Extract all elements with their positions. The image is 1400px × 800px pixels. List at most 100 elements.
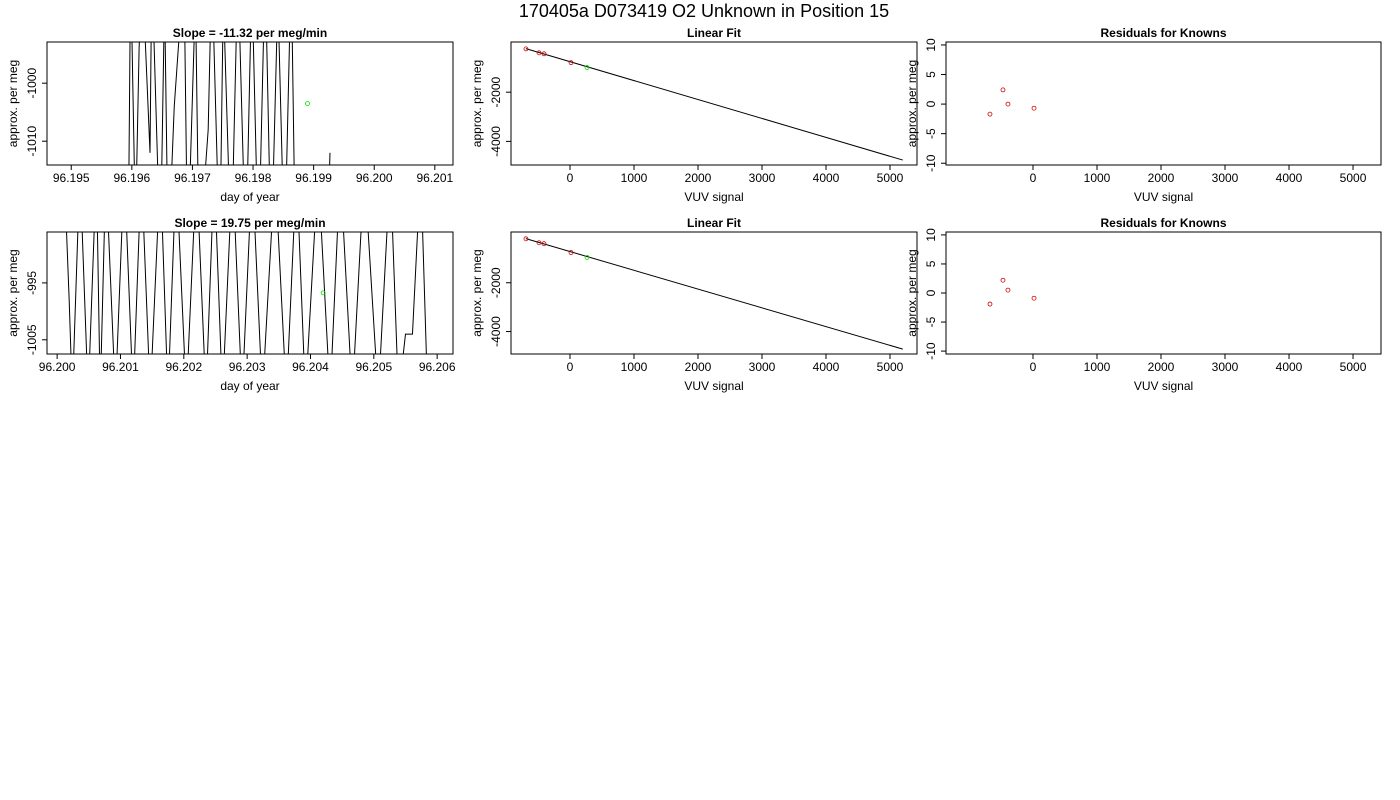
y-tick-label: -10 (924, 154, 938, 172)
panel: Linear Fit VUV signal approx. per meg 0 1000… (470, 26, 918, 204)
data-line (525, 48, 903, 161)
x-axis-label: VUV signal (684, 379, 743, 393)
y-tick-label: 5 (924, 71, 938, 78)
x-tick-label: 96.199 (295, 171, 332, 185)
x-tick-label: 96.198 (235, 171, 272, 185)
x-tick-label: 96.197 (174, 171, 211, 185)
y-axis-label: approx. per meg (905, 249, 919, 336)
data-point (987, 111, 993, 117)
plot-area (987, 277, 1037, 307)
x-axis-label: VUV signal (1134, 190, 1193, 204)
x-tick-label: 96.204 (292, 360, 329, 374)
x-tick-label: 1000 (621, 171, 648, 185)
y-tick-label: -5 (924, 128, 938, 139)
x-tick-label: 0 (567, 360, 574, 374)
x-tick-label: 96.206 (419, 360, 456, 374)
x-tick-label: 2000 (685, 360, 712, 374)
plot-area (987, 87, 1037, 117)
x-tick-label: 4000 (813, 171, 840, 185)
data-point (987, 301, 993, 307)
y-tick-label: -2000 (489, 77, 503, 108)
panel-title: Linear Fit (687, 216, 741, 230)
data-point (584, 65, 590, 70)
y-axis-label: approx. per meg (905, 60, 919, 147)
data-point (305, 101, 310, 106)
panel: Residuals for Knowns VUV signal approx. pe… (905, 216, 1382, 393)
plot-frame (46, 231, 454, 355)
data-point (536, 240, 542, 246)
data-point (541, 51, 547, 57)
data-point (1000, 277, 1006, 283)
x-tick-label: 2000 (1148, 171, 1175, 185)
plot-frame (945, 231, 1382, 355)
x-tick-label: 96.203 (229, 360, 266, 374)
plot-area (523, 46, 903, 161)
x-tick-label: 3000 (1212, 171, 1239, 185)
data-line (66, 232, 427, 354)
y-tick-label: 5 (924, 260, 938, 267)
y-tick-label: 10 (924, 228, 938, 242)
x-tick-label: 96.195 (53, 171, 90, 185)
panel-title: Slope = -11.32 per meg/min (173, 26, 327, 40)
x-tick-label: 1000 (621, 360, 648, 374)
x-axis-label: VUV signal (1134, 379, 1193, 393)
y-axis-label: approx. per meg (6, 60, 20, 147)
x-tick-label: 5000 (1340, 360, 1367, 374)
data-point (320, 290, 326, 296)
x-tick-label: 3000 (749, 171, 776, 185)
data-line (525, 238, 903, 350)
x-tick-label: 96.205 (355, 360, 392, 374)
y-tick-label: -10 (924, 342, 938, 360)
data-point (523, 236, 529, 242)
data-point (584, 254, 590, 260)
x-tick-label: 0 (567, 171, 574, 185)
x-axis-label: day of year (220, 379, 279, 393)
panel: Slope = 19.75 per meg/min day of year appr… (6, 216, 456, 393)
y-tick-label: -4000 (489, 316, 503, 347)
x-tick-label: 96.196 (113, 171, 150, 185)
x-tick-label: 0 (1030, 171, 1037, 185)
x-tick-label: 0 (1030, 360, 1037, 374)
plot-area (523, 236, 903, 350)
x-tick-label: 4000 (1276, 171, 1303, 185)
x-tick-label: 96.201 (416, 171, 453, 185)
plot-area (66, 232, 427, 354)
data-point (536, 50, 542, 56)
y-tick-label: 10 (924, 38, 938, 52)
y-tick-label: -1010 (25, 126, 39, 157)
panel-title: Slope = 19.75 per meg/min (174, 216, 325, 230)
y-tick-label: -1005 (25, 324, 39, 355)
x-tick-label: 3000 (749, 360, 776, 374)
y-tick-label: -5 (924, 316, 938, 327)
y-tick-label: -2000 (489, 267, 503, 298)
plot-frame (510, 41, 918, 166)
panel-title: Residuals for Knowns (1100, 216, 1226, 230)
plot-frame (46, 41, 454, 166)
panel-title: Residuals for Knowns (1100, 26, 1226, 40)
y-axis-label: approx. per meg (470, 249, 484, 336)
data-point (568, 60, 574, 66)
plot-area (128, 42, 331, 165)
plot-frame (945, 41, 1382, 166)
data-line (128, 42, 331, 165)
data-point (541, 241, 547, 247)
x-tick-label: 3000 (1212, 360, 1239, 374)
panel: Linear Fit VUV signal approx. per meg 0 1000… (470, 216, 918, 393)
x-tick-label: 4000 (813, 360, 840, 374)
x-tick-label: 1000 (1084, 171, 1111, 185)
y-tick-label: -1000 (25, 68, 39, 99)
panel: Residuals for Knowns VUV signal approx. pe… (905, 26, 1382, 204)
y-tick-label: 0 (924, 289, 938, 296)
x-axis-label: day of year (220, 190, 279, 204)
y-tick-label: 0 (924, 100, 938, 107)
data-point (1005, 287, 1011, 293)
y-tick-label: -995 (25, 271, 39, 295)
plot-frame (510, 231, 918, 355)
x-tick-label: 96.200 (356, 171, 393, 185)
x-tick-label: 5000 (1340, 171, 1367, 185)
x-axis-label: VUV signal (684, 190, 743, 204)
x-tick-label: 96.202 (165, 360, 202, 374)
data-point (1005, 101, 1011, 107)
panel-title: Linear Fit (687, 26, 741, 40)
